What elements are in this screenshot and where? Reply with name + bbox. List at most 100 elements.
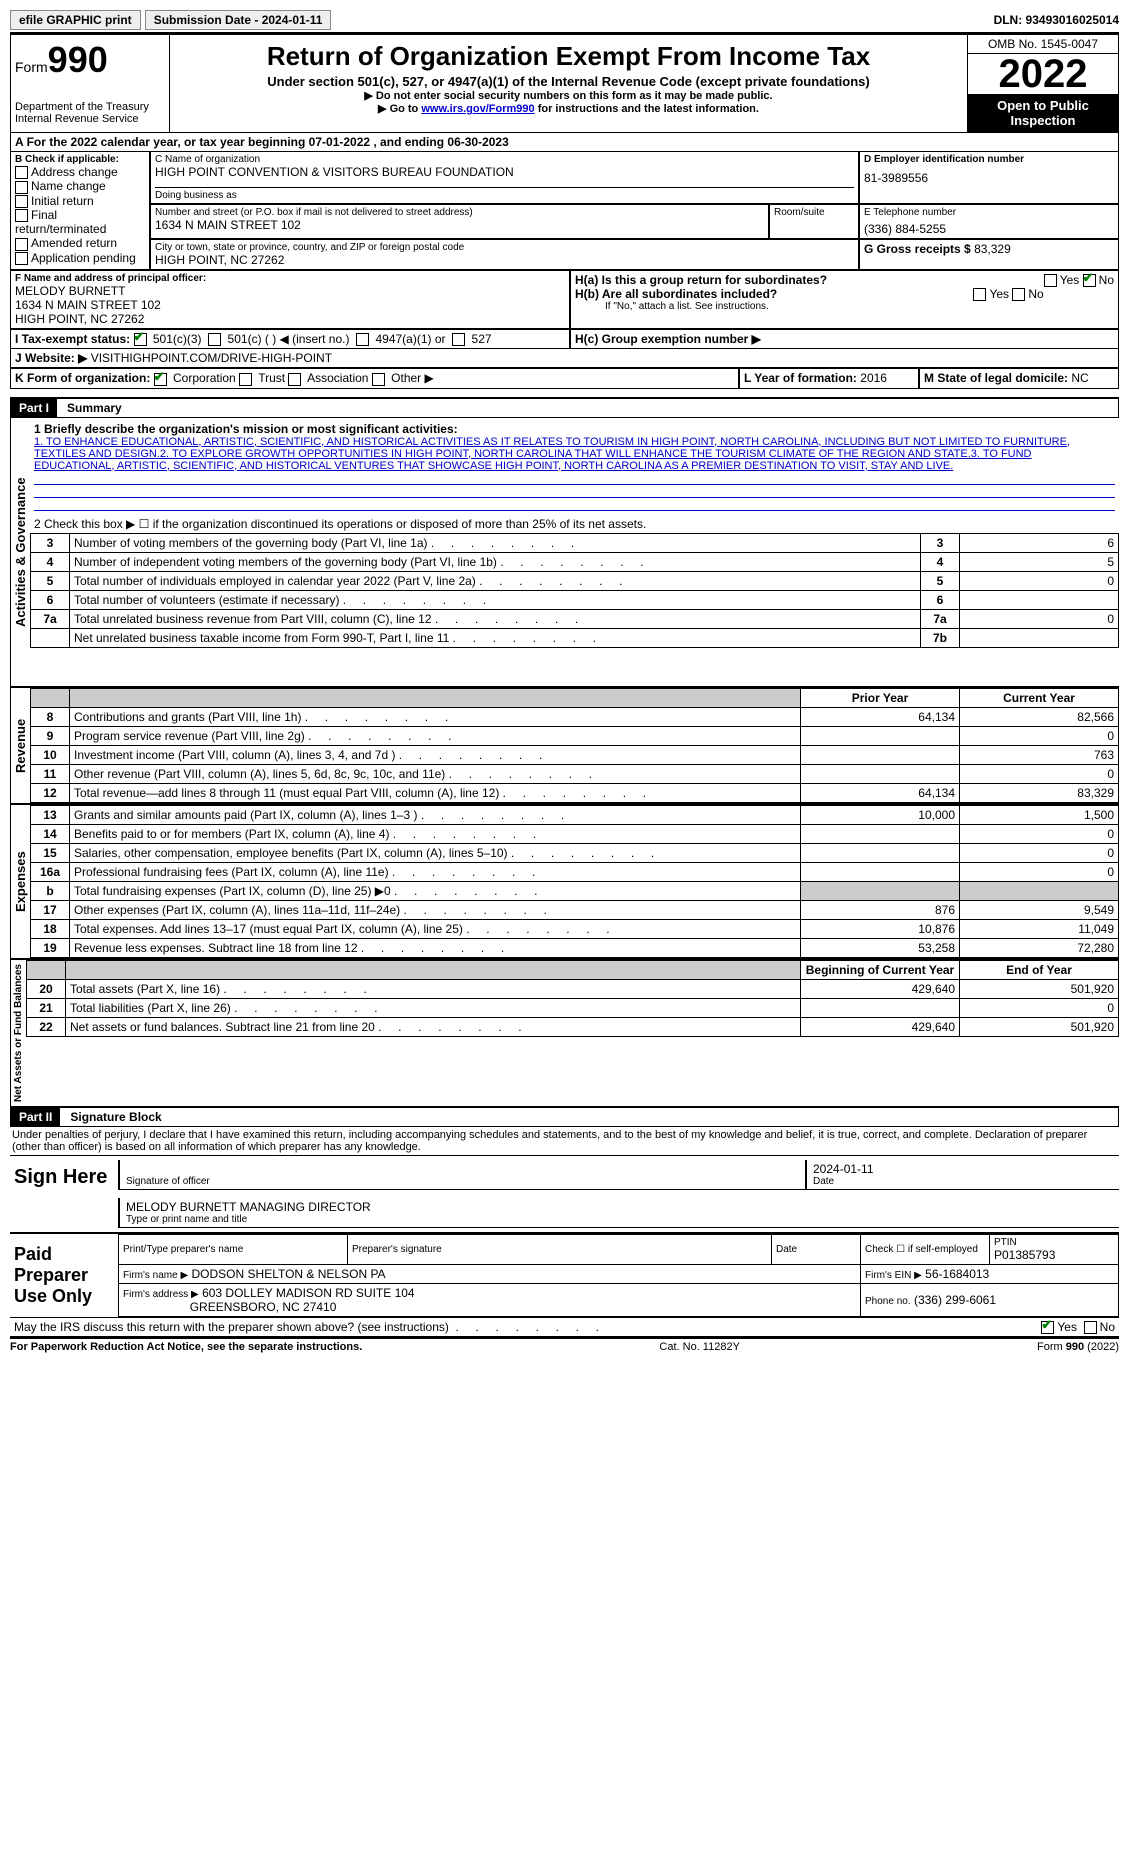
line2: 2 Check this box ▶ ☐ if the organization… — [30, 515, 1119, 533]
check-other[interactable] — [372, 373, 385, 386]
check-assoc[interactable] — [288, 373, 301, 386]
check-trust[interactable] — [239, 373, 252, 386]
row-num: 5 — [31, 571, 70, 590]
prior-value: 64,134 — [801, 783, 960, 802]
check-4947[interactable] — [356, 333, 369, 346]
prior-value: 53,258 — [801, 938, 960, 957]
opt-initial: Initial return — [31, 194, 94, 208]
efile-button[interactable]: efile GRAPHIC print — [10, 10, 141, 30]
ein-label: D Employer identification number — [864, 154, 1114, 165]
ha-label: H(a) Is this a group return for subordin… — [575, 273, 827, 287]
row-num: 22 — [27, 1017, 66, 1036]
curr-value: 0 — [960, 824, 1119, 843]
irs-label: Internal Revenue Service — [15, 113, 165, 125]
self-emp-label: Check ☐ if self-employed — [865, 1244, 985, 1255]
row-value — [960, 590, 1119, 609]
part2-title: Signature Block — [60, 1110, 161, 1124]
phone-value: (336) 884-5255 — [864, 222, 1114, 236]
row-num: 21 — [27, 998, 66, 1017]
date-label: Date — [813, 1176, 1113, 1187]
city-label: City or town, state or province, country… — [155, 242, 854, 253]
irs-link[interactable]: www.irs.gov/Form990 — [421, 103, 534, 115]
submission-button[interactable]: Submission Date - 2024-01-11 — [145, 10, 332, 30]
col-prior: Beginning of Current Year — [801, 960, 960, 979]
curr-value: 83,329 — [960, 783, 1119, 802]
period-a: A For the 2022 calendar year, or tax yea… — [10, 133, 1119, 152]
prior-value — [801, 824, 960, 843]
street-value: 1634 N MAIN STREET 102 — [155, 218, 764, 232]
curr-value: 11,049 — [960, 919, 1119, 938]
row-text: Total number of individuals employed in … — [70, 571, 921, 590]
row-num: b — [31, 881, 70, 900]
footer-right: Form 990 (2022) — [1037, 1341, 1119, 1353]
officer-name: MELODY BURNETT — [15, 284, 565, 298]
check-name[interactable]: Name change — [15, 179, 145, 193]
check-final[interactable]: Final return/terminated — [15, 208, 145, 236]
part1-body: Activities & Governance 1 Briefly descri… — [10, 418, 1119, 686]
discuss-yes[interactable] — [1041, 1321, 1054, 1334]
row-num: 16a — [31, 862, 70, 881]
row-num: 18 — [31, 919, 70, 938]
vlabel-netassets: Net Assets or Fund Balances — [10, 960, 26, 1106]
vlabel-revenue: Revenue — [10, 688, 30, 803]
website-row: J Website: ▶ VISITHIGHPOINT.COM/DRIVE-HI… — [10, 349, 1119, 368]
check-527[interactable] — [452, 333, 465, 346]
check-initial[interactable]: Initial return — [15, 194, 145, 208]
dept-treasury: Department of the Treasury — [15, 101, 165, 113]
row-num: 15 — [31, 843, 70, 862]
note2-pre: ▶ Go to — [378, 103, 421, 115]
curr-value: 72,280 — [960, 938, 1119, 957]
part2-header: Part II Signature Block — [10, 1106, 1119, 1127]
row-num: 13 — [31, 805, 70, 824]
form-title: Return of Organization Exempt From Incom… — [180, 41, 957, 72]
prior-value — [801, 881, 960, 900]
revenue-section: Revenue Prior Year Current Year8 Contrib… — [10, 686, 1119, 803]
discuss-no[interactable] — [1084, 1321, 1097, 1334]
curr-value: 501,920 — [960, 979, 1119, 998]
check-501c[interactable] — [208, 333, 221, 346]
info-grid: B Check if applicable: Address change Na… — [10, 152, 1119, 270]
4947-label: 4947(a)(1) or — [375, 332, 445, 346]
sig-officer-label: Signature of officer — [126, 1176, 799, 1187]
col-curr: End of Year — [960, 960, 1119, 979]
city-value: HIGH POINT, NC 27262 — [155, 253, 854, 267]
part2-badge: Part II — [11, 1108, 60, 1126]
curr-value: 0 — [960, 843, 1119, 862]
row-text: Revenue less expenses. Subtract line 18 … — [70, 938, 801, 957]
sign-here-row: Sign Here Signature of officer 2024-01-1… — [10, 1155, 1119, 1232]
row-text: Number of voting members of the governin… — [70, 533, 921, 552]
check-corp[interactable] — [154, 373, 167, 386]
curr-value: 0 — [960, 726, 1119, 745]
officer-signed-name: MELODY BURNETT MANAGING DIRECTOR — [126, 1200, 1113, 1214]
row-value: 6 — [960, 533, 1119, 552]
f-h-row: F Name and address of principal officer:… — [10, 270, 1119, 329]
dba-label: Doing business as — [155, 187, 854, 201]
row-num: 9 — [31, 726, 70, 745]
check-501c3[interactable] — [134, 333, 147, 346]
row-value — [960, 628, 1119, 647]
row-num: 19 — [31, 938, 70, 957]
row-num: 3 — [31, 533, 70, 552]
officer-addr1: 1634 N MAIN STREET 102 — [15, 298, 565, 312]
opt-trust: Trust — [258, 371, 285, 385]
check-address[interactable]: Address change — [15, 165, 145, 179]
opt-name: Name change — [31, 179, 106, 193]
i-hc-row: I Tax-exempt status: 501(c)(3) 501(c) ( … — [10, 329, 1119, 349]
opt-address: Address change — [31, 165, 118, 179]
row-text: Net assets or fund balances. Subtract li… — [66, 1017, 801, 1036]
governance-table: 3 Number of voting members of the govern… — [30, 533, 1119, 648]
row-text: Investment income (Part VIII, column (A)… — [70, 745, 801, 764]
vlabel-expenses: Expenses — [10, 805, 30, 958]
hb-note: If "No," attach a list. See instructions… — [575, 301, 1114, 312]
sig-date: 2024-01-11 — [813, 1162, 1113, 1176]
row-text: Other revenue (Part VIII, column (A), li… — [70, 764, 801, 783]
form-num: 990 — [48, 39, 108, 80]
curr-value: 1,500 — [960, 805, 1119, 824]
check-amended[interactable]: Amended return — [15, 236, 145, 250]
check-pending[interactable]: Application pending — [15, 251, 145, 265]
row-text: Total liabilities (Part X, line 26) — [66, 998, 801, 1017]
row-text: Total unrelated business revenue from Pa… — [70, 609, 921, 628]
row-text: Total expenses. Add lines 13–17 (must eq… — [70, 919, 801, 938]
firm-addr1: 603 DOLLEY MADISON RD SUITE 104 — [202, 1286, 415, 1300]
ptin-value: P01385793 — [994, 1248, 1114, 1262]
